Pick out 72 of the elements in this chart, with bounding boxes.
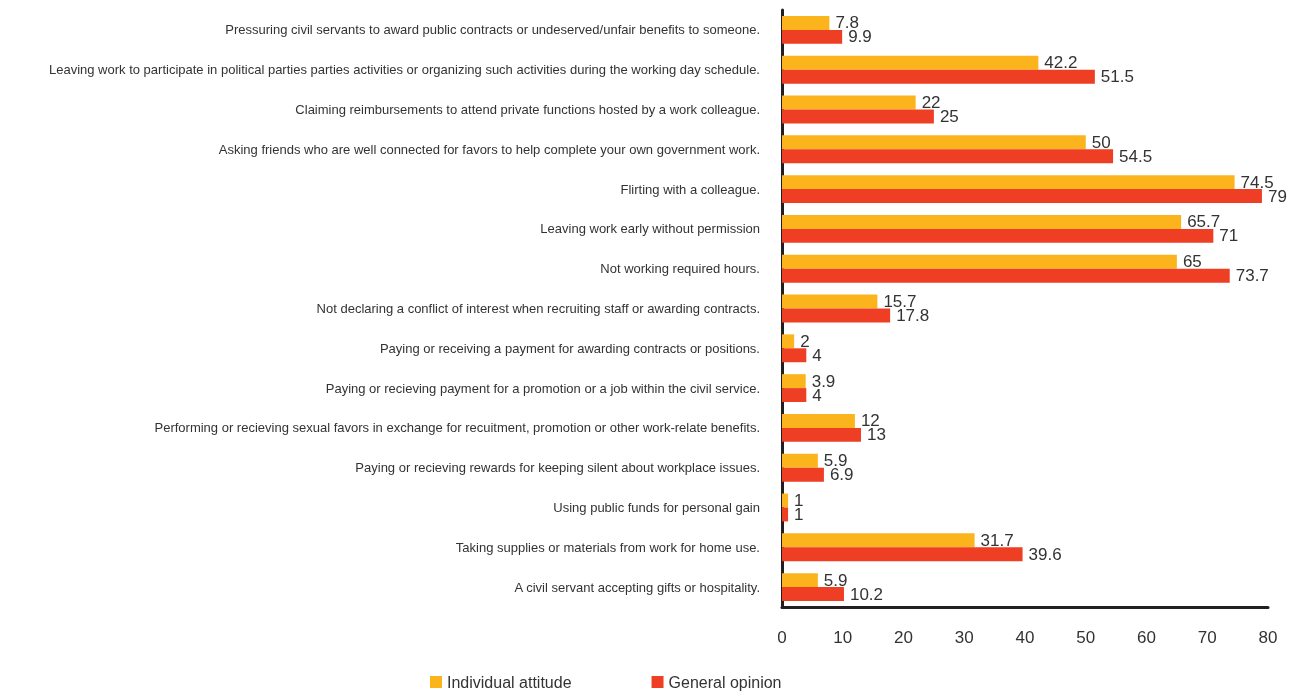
data-label: 71	[1219, 226, 1239, 246]
bar	[782, 175, 1235, 190]
bar	[782, 228, 1214, 243]
x-tick-label: 30	[954, 628, 974, 647]
x-tick-label: 60	[1137, 628, 1156, 647]
y-tick-label: Claiming reimbursements to attend private functions hosted by a work colleague.	[295, 102, 760, 117]
x-tick-label: 20	[894, 628, 913, 647]
data-label: 51.5	[1100, 67, 1134, 87]
bar	[782, 69, 1095, 84]
y-tick-label: Using public funds for personal gain	[553, 500, 760, 515]
data-label: 65	[1182, 252, 1202, 272]
data-label: 22	[921, 93, 941, 113]
data-label: 65.7	[1187, 212, 1221, 232]
bar	[782, 189, 1262, 204]
bar	[782, 268, 1230, 283]
y-tick-label: Performing or recieving sexual favors in exchange for recuitment, promotion or other work-relate benefits.	[154, 420, 760, 436]
bar	[782, 467, 824, 482]
y-tick-label: Flirting with a colleague.	[620, 181, 760, 197]
bar	[782, 507, 789, 522]
data-label: 31.7	[980, 530, 1014, 550]
data-label: 25	[939, 106, 959, 126]
bar	[782, 135, 1086, 150]
y-tick-label: Leaving work to participate in political parties parties activities or organizing such activities during the working day schedule.	[48, 62, 760, 78]
y-tick-label: Asking friends who are well connected for favors to help complete your own government work.	[218, 141, 760, 157]
data-label: 4	[812, 345, 822, 365]
data-label: 50	[1091, 132, 1111, 152]
x-tick-label: 10	[833, 628, 853, 647]
x-tick-label: 70	[1197, 628, 1217, 647]
bar	[782, 254, 1177, 269]
bar	[782, 547, 1023, 562]
bar	[782, 493, 789, 508]
y-tick-label: Paying or receiving a payment for awarding contracts or positions.	[379, 340, 760, 356]
y-tick-label: Leaving work early without permission	[540, 221, 760, 237]
y-tick-label: Not working required hours.	[600, 261, 760, 277]
data-label: 10.2	[849, 584, 884, 604]
bar	[782, 427, 861, 442]
bar	[782, 294, 878, 309]
y-tick-label: Pressuring civil servants to award public contracts or undeserved/unfair benefits to someone.	[225, 22, 760, 38]
data-label: 42.2	[1044, 53, 1078, 73]
bar	[782, 29, 843, 44]
bar	[782, 95, 916, 110]
y-tick-label: Taking supplies or materials from work for home use.	[455, 539, 760, 555]
bar	[782, 348, 807, 363]
bar	[782, 413, 855, 428]
bar	[782, 388, 807, 403]
data-label: 39.6	[1028, 544, 1062, 564]
legend-label: General opinion	[668, 673, 782, 691]
bar	[782, 587, 844, 602]
bar	[782, 15, 830, 30]
y-tick-label: Paying or recieving rewards for keeping silent about workplace issues.	[355, 460, 760, 476]
y-tick-label: Not declaring a conflict of interest when recruiting staff or awarding contracts.	[316, 301, 760, 316]
bar	[782, 533, 975, 548]
x-tick-label: 50	[1076, 628, 1096, 647]
legend-label: Individual attitude	[447, 673, 572, 691]
data-label: 5.9	[823, 570, 848, 590]
bar	[782, 453, 818, 468]
bar	[782, 55, 1039, 70]
bar	[782, 109, 934, 124]
y-tick-label: Paying or recieving payment for a promotion or a job within the civil service.	[325, 380, 760, 396]
bar	[782, 308, 891, 323]
bar	[782, 214, 1182, 229]
y-tick-label: A civil servant accepting gifts or hospitality.	[514, 579, 760, 595]
data-label: 2	[800, 331, 810, 351]
x-tick-label: 80	[1258, 628, 1278, 647]
bar	[782, 334, 795, 349]
bar	[782, 573, 818, 588]
data-label: 73.7	[1235, 266, 1269, 286]
bar	[782, 374, 806, 389]
x-tick-label: 40	[1015, 628, 1035, 647]
x-tick-label: 0	[777, 628, 787, 647]
data-label: 54.5	[1119, 146, 1153, 166]
bar	[782, 149, 1114, 164]
